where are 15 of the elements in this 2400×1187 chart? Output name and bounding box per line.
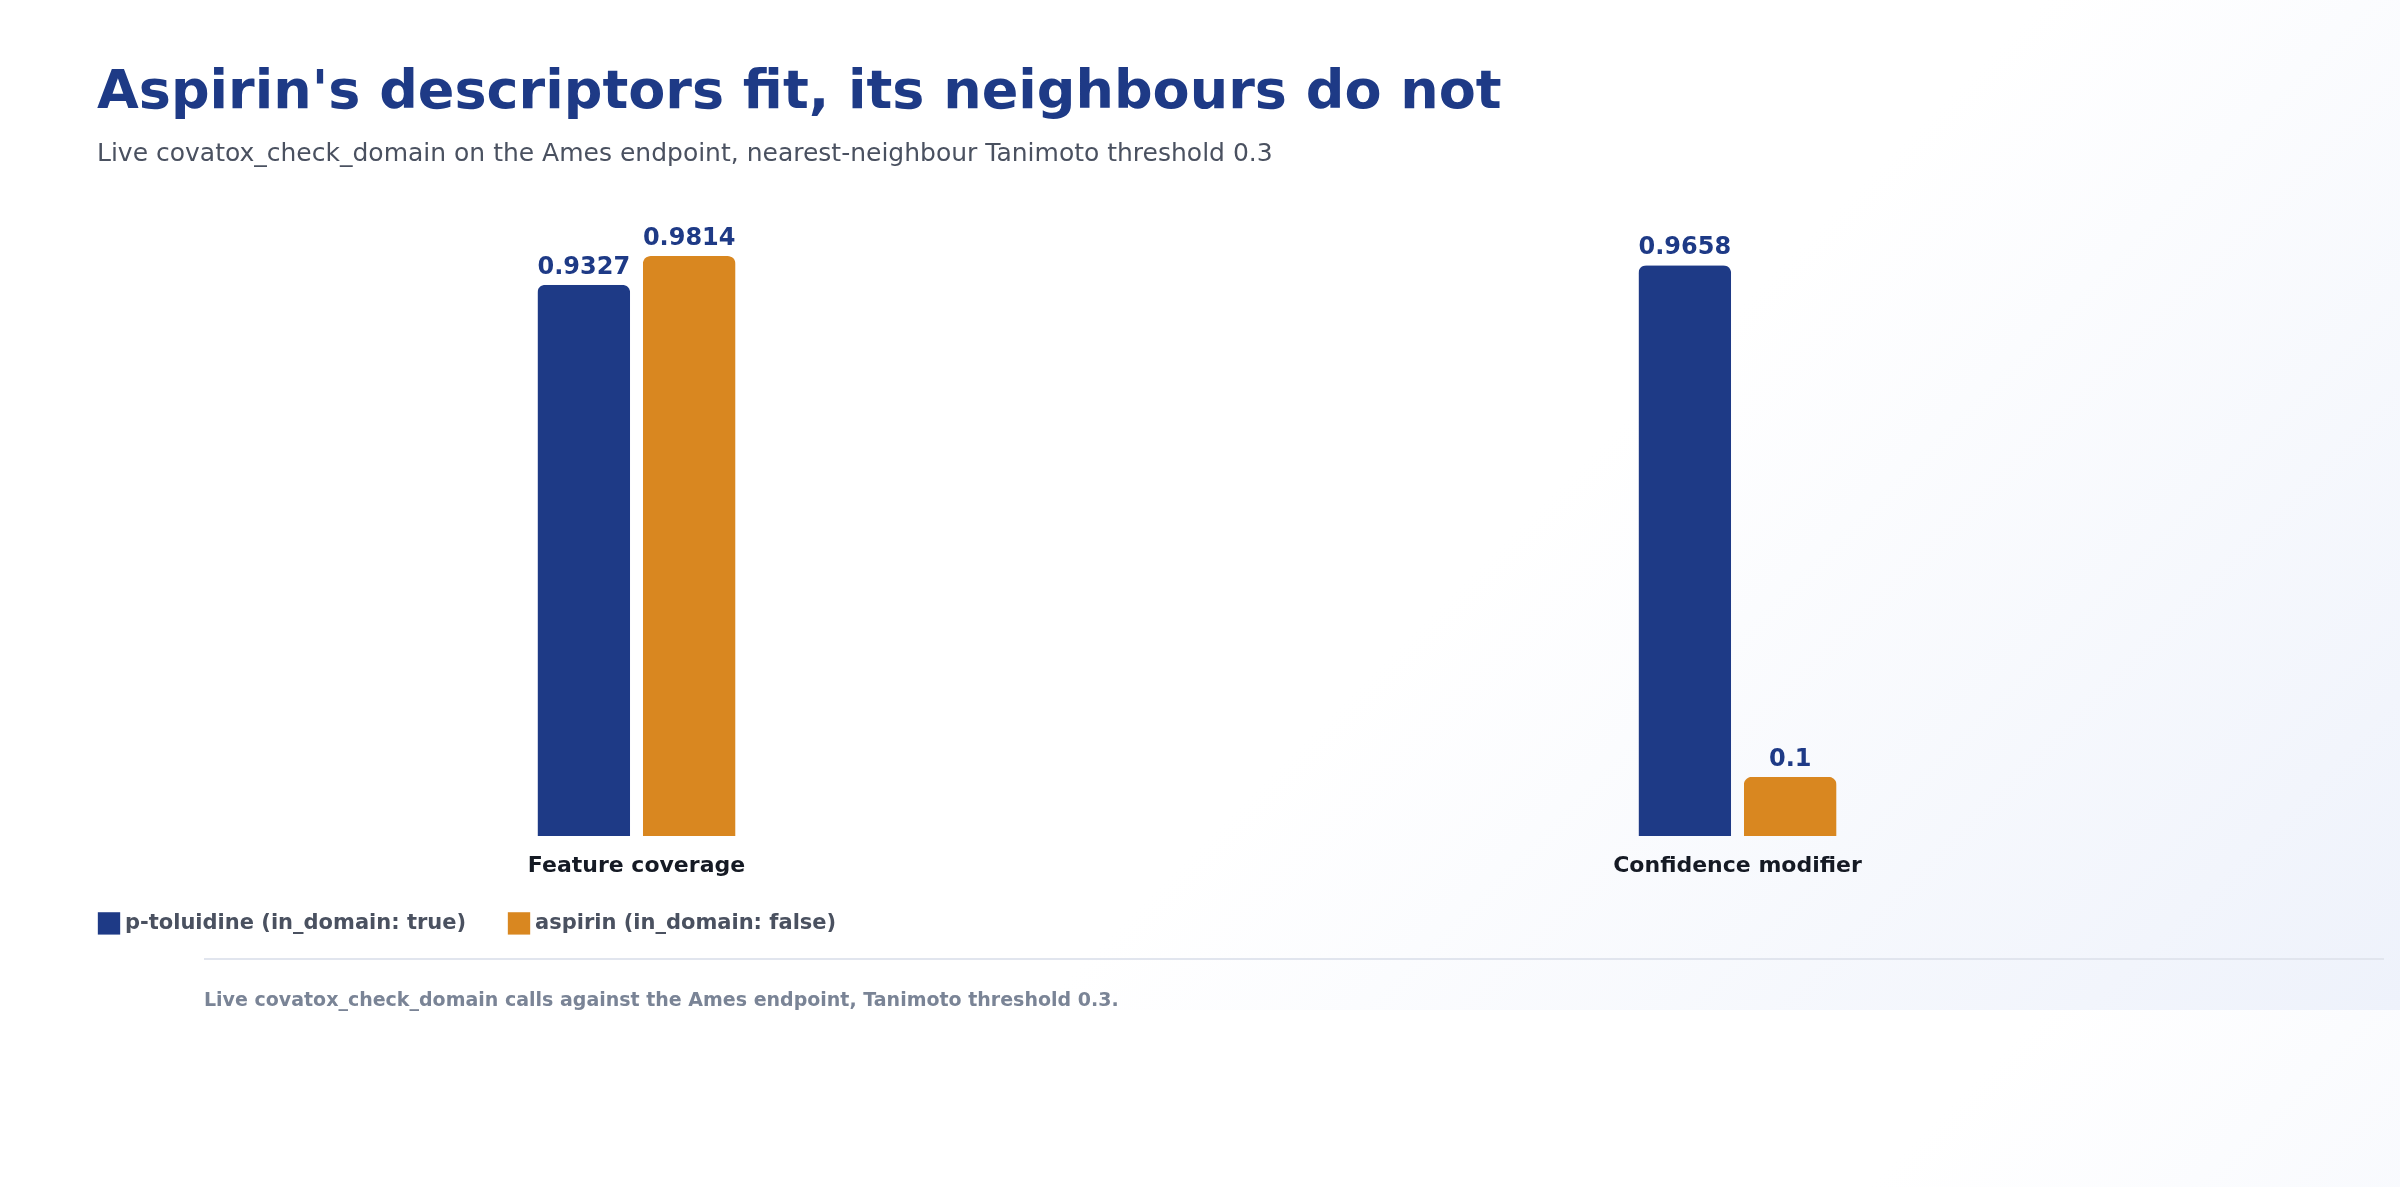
bar [642, 256, 736, 836]
data-label: 0.9658 [1638, 232, 1732, 261]
bar [1638, 265, 1732, 836]
bar [537, 284, 631, 836]
x-tick-label: Feature coverage [527, 851, 746, 877]
chart-subtitle: Live covatox_check_domain on the Ames endpoint, nearest-neighbour Tanimoto threshold 0.3 [97, 138, 1273, 167]
text: Live covatox_check_domain calls against the Ames endpoint, Tanimoto threshold 0.3. [204, 958, 2384, 1010]
data-label: 0.1 [1768, 743, 1812, 772]
data-label: 0.9327 [537, 251, 631, 280]
chart-title: Aspirin's descriptors fit, its neighbours do not [97, 58, 1502, 121]
bar [1743, 776, 1837, 836]
legend-label: p-toluidine (in_domain: true) [125, 910, 467, 935]
legend-label: aspirin (in_domain: false) [535, 910, 837, 935]
data-label: 0.9814 [642, 223, 736, 251]
x-tick-label: Confidence modifier [1613, 851, 1862, 877]
